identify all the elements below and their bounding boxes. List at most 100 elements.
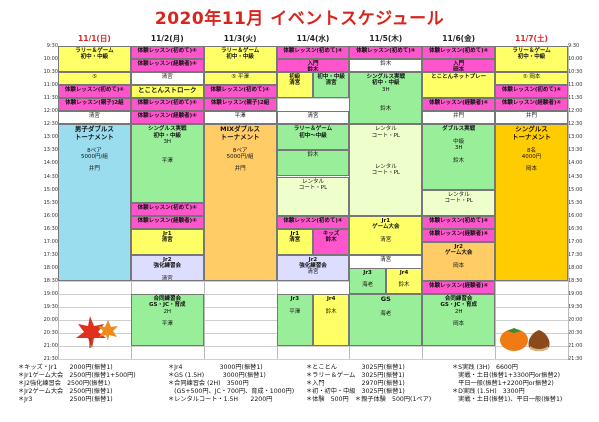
- event-block[interactable]: 清宮: [58, 111, 131, 125]
- event-block[interactable]: Jr2 強化練習会 清宮: [276, 254, 350, 281]
- event-block[interactable]: 体験レッスン(経験者)④: [495, 98, 568, 112]
- event-text: 清宮: [88, 113, 100, 120]
- event-text: ⑤ 岡本: [522, 74, 541, 81]
- event-block[interactable]: 体験レッスン(初めて)④: [349, 46, 423, 60]
- event-block[interactable]: 初級 清宮: [276, 72, 313, 99]
- event-block[interactable]: 井門: [422, 111, 496, 125]
- event-block[interactable]: 体験レッスン(経験者)④: [130, 215, 204, 229]
- time-label: 18:00: [43, 264, 58, 271]
- event-block[interactable]: ラリー＆ゲーム 初中〜中級: [276, 124, 350, 151]
- event-text: 平澤: [161, 321, 173, 328]
- event-block[interactable]: Jr1 清宮: [276, 228, 313, 255]
- page-title: 2020年11月 イベントスケジュール: [154, 9, 445, 29]
- event-block[interactable]: 入門 岡本: [422, 59, 496, 73]
- event-block[interactable]: Jr2 ゲーム大会 岡本: [422, 241, 496, 281]
- event-block[interactable]: 体験レッスン(経験者)④: [422, 280, 496, 294]
- event-block[interactable]: レンタル コート・PL レンタル コート・PL: [349, 124, 423, 216]
- event-text: 井門: [88, 166, 100, 173]
- event-block[interactable]: 体験レッスン(初めて)④: [203, 85, 277, 99]
- legend-line: 平日一般(振替1+2200円or振替2): [452, 379, 554, 387]
- time-label-right: 12:00: [568, 108, 583, 115]
- event-block[interactable]: Jr1 ゲーム大会 清宮: [349, 215, 423, 255]
- grid-row-line: [58, 280, 568, 282]
- event-block[interactable]: ラリー＆ゲーム 初中・中級: [203, 46, 277, 73]
- event-block[interactable]: 男子ダブルス トーナメント 8ペア 5000円/組 井門: [58, 124, 131, 281]
- event-block[interactable]: シングルス トーナメント 8名 4000円 岡本: [495, 124, 568, 281]
- event-block[interactable]: ⑤: [58, 72, 131, 86]
- event-block[interactable]: 鈴木: [349, 59, 423, 73]
- event-block[interactable]: 体験レッスン(経験者)④: [130, 59, 204, 73]
- event-block[interactable]: 鈴木: [276, 150, 350, 177]
- event-text: 井門: [234, 166, 246, 173]
- event-block[interactable]: 体験レッスン(経験者)④: [422, 98, 496, 112]
- event-block[interactable]: レンタル コート・PL: [422, 189, 496, 216]
- event-block[interactable]: 体験レッスン(初めて)④: [130, 46, 204, 60]
- event-block[interactable]: 体験レッスン(初めて)④: [422, 215, 496, 229]
- time-label-right: 20:00: [568, 317, 583, 324]
- event-block[interactable]: 清宮: [276, 111, 350, 125]
- event-text: Jr3: [290, 295, 300, 302]
- event-block[interactable]: キッズ 鈴木: [312, 228, 350, 255]
- event-block[interactable]: 清宮: [130, 72, 204, 86]
- event-text: 3H: [381, 86, 390, 93]
- time-label-right: 16:30: [568, 225, 583, 232]
- event-block[interactable]: 体験レッスン(初めて)④: [130, 202, 204, 216]
- event-block[interactable]: GS 海老: [349, 293, 423, 347]
- event-block[interactable]: MIXダブルス トーナメント 8ペア 5000円/組 井門: [203, 124, 277, 281]
- event-block[interactable]: 体験レッスン(初めて)④: [130, 98, 204, 112]
- legend-line: ＊初・初中・中級 3025円(振替1): [306, 387, 405, 395]
- event-block[interactable]: 体験レッスン(経験者)④: [422, 228, 496, 242]
- event-text: 強化練習会: [153, 263, 182, 270]
- event-text: 清宮: [380, 256, 392, 263]
- event-text: Jr1: [162, 230, 172, 237]
- event-block[interactable]: シングルス実戦 初中・中級 3H 平澤: [130, 124, 204, 203]
- legend-column: ＊Jr4 3000円(振替1) ＊GS (1.5H) 3000円(振替1) ＊合同練…: [168, 364, 294, 404]
- time-label-right: 13:00: [568, 134, 583, 141]
- time-label: 16:30: [43, 225, 58, 232]
- event-block[interactable]: Jr2 強化練習会 清宮: [130, 254, 204, 281]
- event-text: とことんネットプレー: [431, 74, 487, 81]
- event-block[interactable]: ラリー＆ゲーム 初中・中級: [495, 46, 568, 73]
- event-block[interactable]: ⑤ 岡本: [495, 72, 568, 86]
- event-block[interactable]: 体験レッスン(経験者)④: [130, 111, 204, 125]
- event-block[interactable]: 入門 鈴木: [276, 59, 350, 73]
- event-text: 3H: [163, 138, 172, 145]
- event-block[interactable]: Jr4 鈴木: [385, 267, 423, 294]
- event-block[interactable]: 合同練習会 GS・JC・育成 2H 岡本: [422, 293, 496, 347]
- event-block[interactable]: Jr4 鈴木: [312, 293, 350, 347]
- event-block[interactable]: シングルス実戦 初中・中級 3H 鈴木: [349, 72, 423, 125]
- legend-line: ＊入門 2970円(振替1): [306, 379, 405, 387]
- event-block[interactable]: 体験レッスン(親子)2組: [203, 98, 277, 112]
- time-label: 11:30: [43, 95, 58, 102]
- event-block[interactable]: 初中・中級 清宮: [312, 72, 350, 99]
- event-block[interactable]: 体験レッスン(初めて)④: [495, 85, 568, 99]
- event-block[interactable]: レンタル コート・PL: [276, 176, 350, 216]
- event-block[interactable]: 体験レッスン(初めて)④: [422, 46, 496, 60]
- event-text: 平澤: [234, 113, 246, 120]
- event-block[interactable]: とことんストローク: [130, 85, 204, 99]
- event-block[interactable]: Jr1 清宮: [130, 228, 204, 255]
- event-block[interactable]: 体験レッスン(初めて)④: [276, 215, 350, 229]
- event-block[interactable]: 井門: [495, 111, 568, 125]
- event-text: 8ペア: [232, 147, 248, 154]
- event-block[interactable]: Jr3 平澤: [276, 293, 313, 347]
- legend-line: ＊ラリー＆ゲーム 3025円(振替1): [306, 371, 405, 379]
- event-block[interactable]: ⑤ 平澤: [203, 72, 277, 86]
- event-text: コート・PL: [371, 170, 400, 177]
- time-label: 19:00: [43, 290, 58, 297]
- event-block[interactable]: ラリー＆ゲーム 初中・中級: [58, 46, 131, 73]
- event-block[interactable]: 体験レッスン(親子)2組: [58, 98, 131, 112]
- event-text: MIXダブルス: [220, 125, 261, 134]
- event-text: 井門: [526, 113, 538, 120]
- event-text: トーナメント: [220, 132, 260, 141]
- event-text: Jr2: [454, 243, 463, 250]
- event-block[interactable]: とことんネットプレー: [422, 72, 496, 99]
- event-block[interactable]: 体験レッスン(初めて)④: [276, 46, 350, 60]
- event-block[interactable]: 平澤: [203, 111, 277, 125]
- event-block[interactable]: Jr3 海老: [349, 267, 386, 294]
- event-text: GS・JC・育成: [148, 302, 186, 309]
- grid-row-line: [58, 98, 568, 100]
- event-block[interactable]: ダブルス実戦 中級 3H 鈴木: [422, 124, 496, 190]
- event-block[interactable]: 合同練習会 GS・JC・育成 2H 平澤: [130, 293, 204, 347]
- event-block[interactable]: 体験レッスン(初めて)④: [58, 85, 131, 99]
